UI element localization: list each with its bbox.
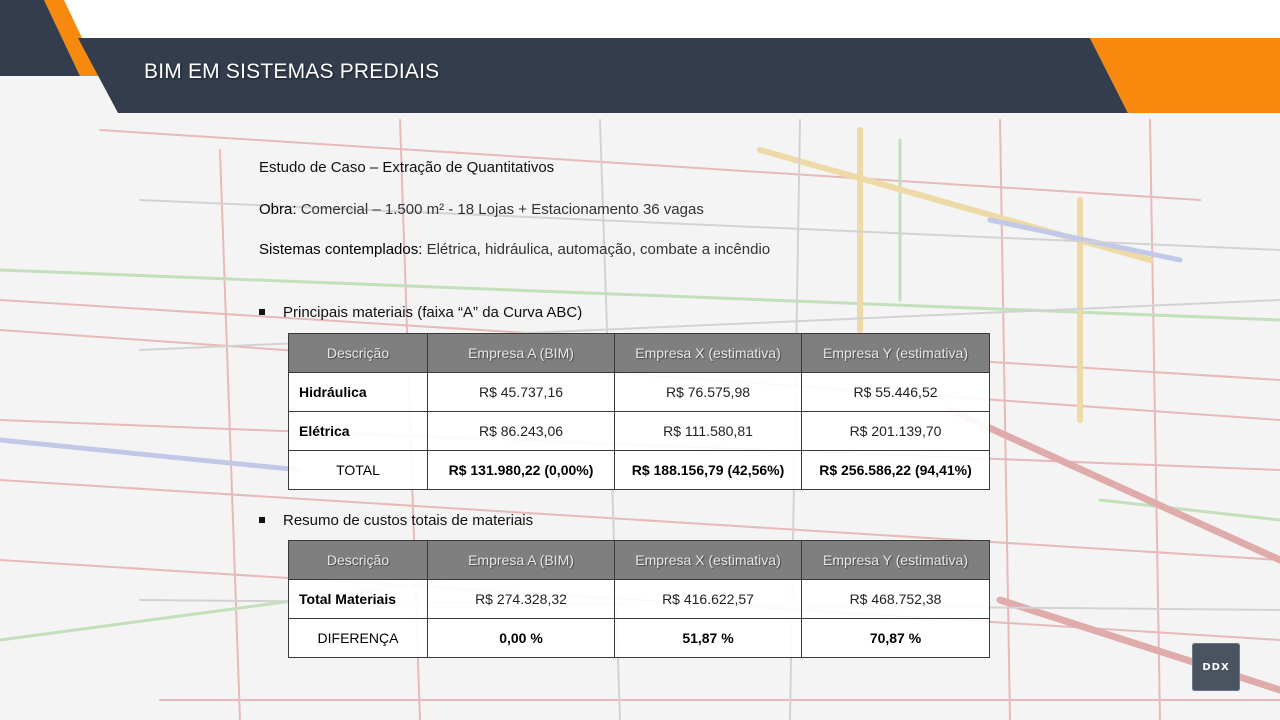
cell-value: R$ 55.446,52 [801,372,990,412]
cell-value: R$ 76.575,98 [614,372,802,412]
cell-value: R$ 201.139,70 [801,411,990,451]
bullet-principais: Principais materiais (faixa “A” da Curva… [259,304,582,321]
cell-total: R$ 256.586,22 (94,41%) [801,450,990,490]
header-empresa-y: Empresa Y (estimativa) [801,333,990,373]
banner-left-shape [0,0,80,76]
row-label-diferenca: DIFERENÇA [288,618,428,658]
bullet-resumo: Resumo de custos totais de materiais [259,512,533,529]
slide-title: BIM EM SISTEMAS PREDIAIS [144,60,440,83]
cell-value: R$ 416.622,57 [614,579,802,619]
table-header-row: Descrição Empresa A (BIM) Empresa X (est… [288,540,990,580]
table-row: DIFERENÇA 0,00 % 51,87 % 70,87 % [288,618,990,658]
table-row: Total Materiais R$ 274.328,32 R$ 416.622… [288,579,990,619]
materials-table: Descrição Empresa A (BIM) Empresa X (est… [288,333,990,490]
row-label-eletrica: Elétrica [288,411,428,451]
logo-text: DDX [1202,661,1230,673]
sistemas-label: Sistemas contemplados: [259,241,423,258]
cell-value: R$ 86.243,06 [427,411,615,451]
obra-line: Obra: Comercial – 1.500 m² - 18 Lojas + … [259,201,704,218]
header-empresa-y: Empresa Y (estimativa) [801,540,990,580]
bullet-resumo-text: Resumo de custos totais de materiais [283,512,534,529]
table-header-row: Descrição Empresa A (BIM) Empresa X (est… [288,333,990,373]
header-empresa-x: Empresa X (estimativa) [614,333,802,373]
company-logo: DDX [1192,643,1240,691]
cell-total: R$ 131.980,22 (0,00%) [427,450,615,490]
cell-diferenca: 70,87 % [801,618,990,658]
sistemas-value: Elétrica, hidráulica, automação, combate… [426,241,771,258]
bullet-principais-text: Principais materiais (faixa “A” da Curva… [283,304,583,321]
sistemas-line: Sistemas contemplados: Elétrica, hidrául… [259,241,770,258]
title-banner [0,0,1280,113]
cell-diferenca: 0,00 % [427,618,615,658]
top-white-band [0,0,1280,38]
row-label-total-materiais: Total Materiais [288,579,428,619]
cell-value: R$ 45.737,16 [427,372,615,412]
table-row: Elétrica R$ 86.243,06 R$ 111.580,81 R$ 2… [288,411,990,451]
case-study-title: Estudo de Caso – Extração de Quantitativ… [259,159,555,176]
obra-value: Comercial – 1.500 m² - 18 Lojas + Estaci… [300,201,704,218]
summary-table: Descrição Empresa A (BIM) Empresa X (est… [288,540,990,658]
row-label-hidraulica: Hidráulica [288,372,428,412]
cell-diferenca: 51,87 % [614,618,802,658]
banner-accent-left [44,0,100,76]
banner-dark [78,38,1128,113]
header-empresa-x: Empresa X (estimativa) [614,540,802,580]
bullet-square-icon [259,309,265,316]
header-empresa-a: Empresa A (BIM) [427,540,615,580]
header-descricao: Descrição [288,540,428,580]
banner-accent-right [1090,38,1280,113]
header-descricao: Descrição [288,333,428,373]
table-row: TOTAL R$ 131.980,22 (0,00%) R$ 188.156,7… [288,450,990,490]
bullet-square-icon [259,517,265,524]
header-empresa-a: Empresa A (BIM) [427,333,615,373]
cell-value: R$ 111.580,81 [614,411,802,451]
row-label-total: TOTAL [288,450,428,490]
cell-total: R$ 188.156,79 (42,56%) [614,450,802,490]
obra-label: Obra: [259,201,297,218]
cell-value: R$ 468.752,38 [801,579,990,619]
cell-value: R$ 274.328,32 [427,579,615,619]
table-row: Hidráulica R$ 45.737,16 R$ 76.575,98 R$ … [288,372,990,412]
